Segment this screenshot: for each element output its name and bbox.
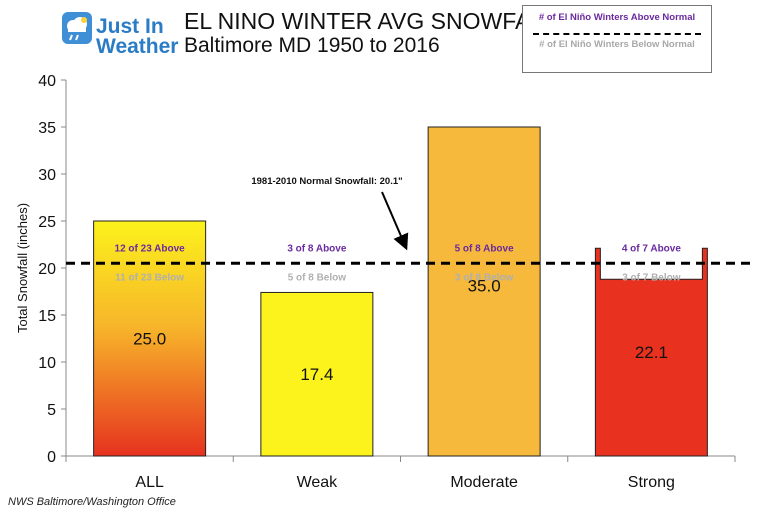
below-count-label: 3 of 7 Below [622,272,681,283]
bar-weak [260,291,374,457]
normal-arrow [381,191,409,251]
chart-subtitle: Baltimore MD 1950 to 2016 [184,34,440,57]
above-count-label: 3 of 8 Above [287,243,347,254]
below-count-label: 11 of 23 Below [115,272,184,283]
legend: # of El Niño Winters Above Normal # of E… [522,5,712,73]
y-tick-label: 5 [47,402,56,419]
legend-dashed-line [533,33,701,35]
value-label: 35.0 [468,277,501,296]
logo-text-line2: Weather [96,35,179,58]
below-count-label: 3 of 8 Below [455,272,514,283]
value-label: 17.4 [300,365,333,384]
value-label: 22.1 [635,343,668,362]
below-count-label: 5 of 8 Below [288,272,347,283]
x-tick-label: ALL [135,474,164,491]
above-count-label: 12 of 23 Above [115,243,186,254]
above-count-label: 5 of 8 Above [455,243,515,254]
bars [93,126,708,457]
logo-text-line1: Just In [96,15,164,38]
bar-moderate [427,126,541,457]
x-tick-label: Strong [628,474,675,491]
logo: Just In Weather [62,8,178,60]
normal-label: 1981-2010 Normal Snowfall: 20.1" [251,176,402,187]
y-tick-label: 0 [47,449,56,466]
overlay: 25.0 12 of 23 Above 11 of 23 Below 17.4 3 of… [66,176,750,384]
source-note: NWS Baltimore/Washington Office [8,496,176,508]
value-label: 25.0 [133,330,166,349]
axes: 0 5 10 15 20 25 30 35 40 Total Snowfall (inches) A… [15,73,736,491]
y-tick-label: 10 [38,355,56,372]
y-tick-label: 30 [38,167,56,184]
y-axis-label: Total Snowfall (inches) [15,203,30,333]
y-tick-label: 40 [38,73,56,90]
legend-above-text: # of El Niño Winters Above Normal [538,12,696,23]
legend-below-text: # of El Niño Winters Below Normal [539,39,695,50]
x-tick-label: Weak [297,474,339,491]
y-tick-label: 20 [38,261,56,278]
bar-strong [594,247,708,457]
y-tick-label: 25 [38,214,56,231]
y-tick-label: 35 [38,120,56,137]
weather-cloud-icon [62,12,92,44]
x-tick-label: Moderate [450,474,518,491]
chart-title: EL NINO WINTER AVG SNOWFALL [184,8,556,34]
above-count-label: 4 of 7 Above [622,243,682,254]
y-tick-label: 15 [38,308,56,325]
bar-all [93,220,207,457]
